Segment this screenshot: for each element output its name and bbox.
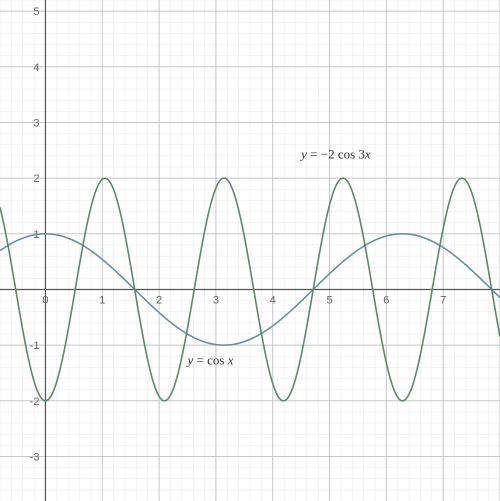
y-tick-label: 4 <box>33 62 39 74</box>
x-tick-label: 4 <box>270 294 276 306</box>
y-tick-label: 2 <box>33 173 39 185</box>
y-tick-label: -3 <box>30 451 40 463</box>
y-tick-label: 3 <box>33 117 39 129</box>
x-tick-label: 7 <box>440 294 446 306</box>
x-tick-label: 6 <box>383 294 389 306</box>
y-tick-label: -2 <box>30 396 40 408</box>
y-tick-label: -1 <box>30 340 40 352</box>
x-tick-label: 2 <box>156 294 162 306</box>
y-tick-label: 5 <box>33 6 39 18</box>
x-tick-label: 0 <box>42 294 48 306</box>
label-cos_x: y = cos x <box>186 353 234 368</box>
x-tick-label: 1 <box>99 294 105 306</box>
function-plot: 01234567-3-2-112345y = cos xy = −2 cos 3… <box>0 0 500 501</box>
label-neg2cos3x: y = −2 cos 3x <box>299 147 371 162</box>
x-tick-label: 5 <box>326 294 332 306</box>
tick-labels: 01234567-3-2-112345 <box>30 6 447 463</box>
chart-container: 01234567-3-2-112345y = cos xy = −2 cos 3… <box>0 0 500 501</box>
x-tick-label: 3 <box>213 294 219 306</box>
minor-grid <box>0 0 500 501</box>
